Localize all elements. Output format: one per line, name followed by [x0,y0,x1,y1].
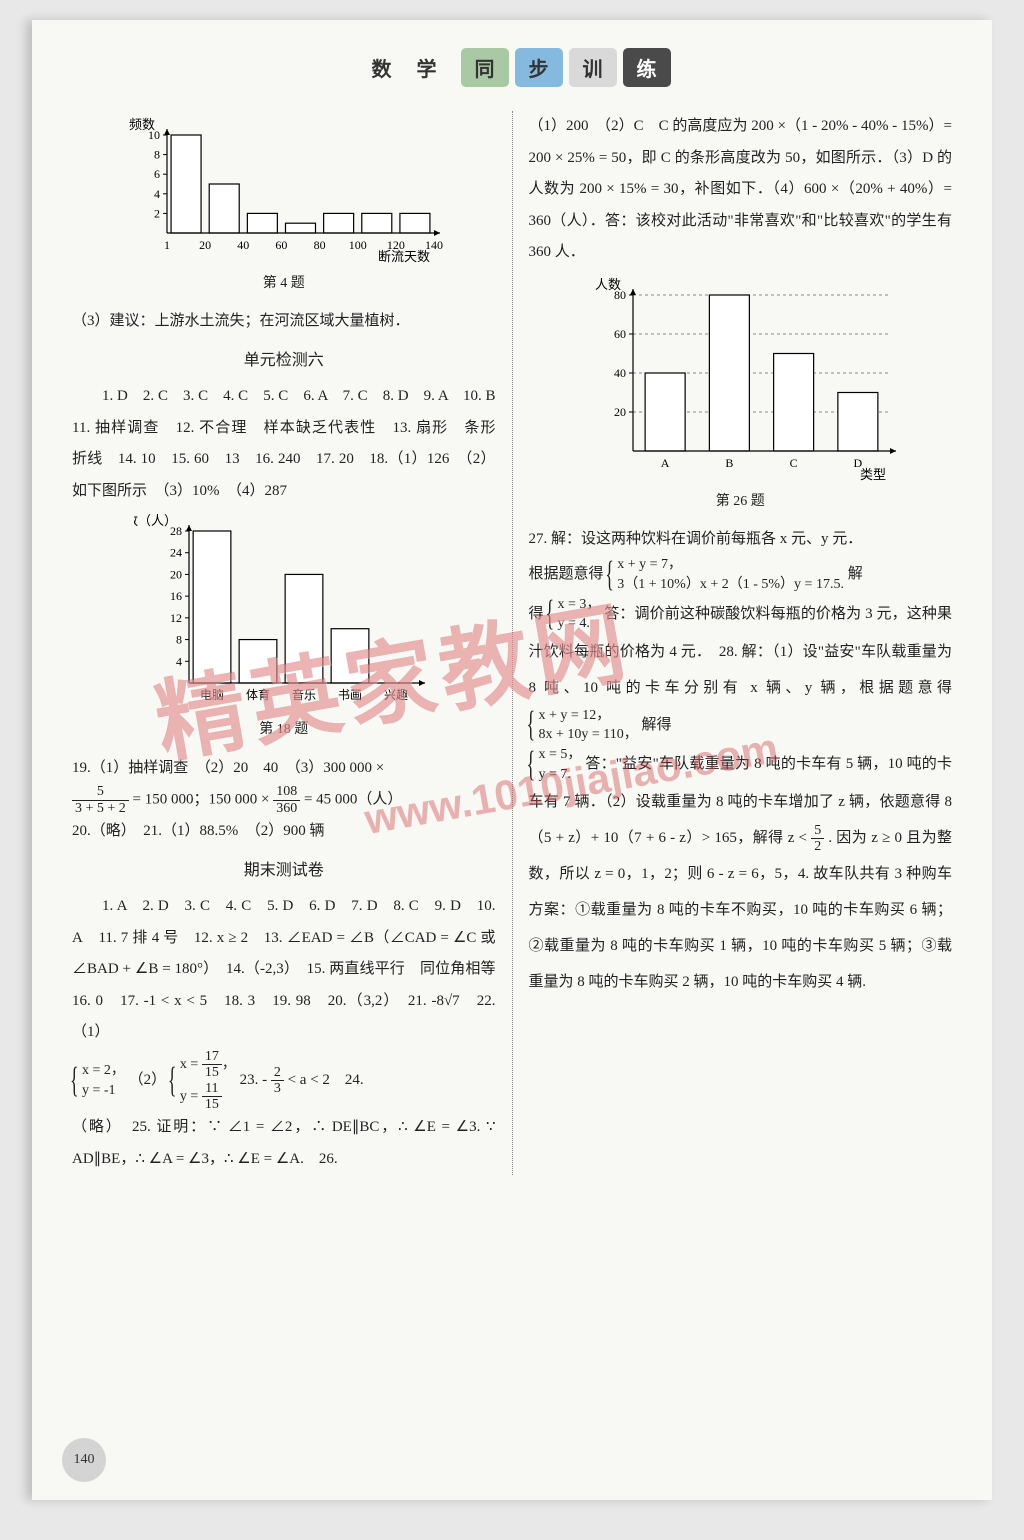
system-4: x = 3，y = 4. [548,595,601,634]
fraction-4: 52 [811,823,824,855]
q19-c: = 45 000（人） [304,792,402,808]
page-header: 数 学 同 步 训 练 [72,48,952,87]
q23-a: 23. - [240,1072,268,1088]
svg-text:类型: 类型 [860,467,886,482]
q25-proof: （略） 25. 证明：∵ ∠1 = ∠2，∴ DE∥BC，∴ ∠E = ∠3. … [72,1112,496,1175]
svg-text:40: 40 [614,366,626,380]
fraction-1: 53 + 5 + 2 [72,784,129,816]
svg-text:20: 20 [199,238,211,252]
system-3: x + y = 7，3（1 + 10%）x + 2（1 - 5%）y = 17.… [607,555,844,594]
svg-text:80: 80 [313,238,325,252]
svg-text:4: 4 [154,187,160,201]
svg-text:12: 12 [170,611,182,625]
chart-q18-svg: 481216202428电脑体育音乐书画兴趣人数（人） [134,513,434,713]
q19-b: = 150 000；150 000 × [133,792,270,808]
q27-solve: 得 x = 3，y = 4. 答：调价前这种碳酸饮料每瓶的价格为 3 元，这种果… [529,595,953,745]
q28-sys6: x = 5，y = 7. 答："益安"车队载重量为 8 吨的卡车有 5 辆，10… [529,745,953,1000]
q27-sys-line: 根据题意得 x + y = 7，3（1 + 10%）x + 2（1 - 5%）y… [529,555,953,594]
svg-text:C: C [790,456,798,470]
chart-q26: 20406080ABCD人数类型 [529,275,953,485]
system-2: x = 1715， y = 1115 [170,1049,236,1113]
svg-text:20: 20 [170,568,182,582]
svg-text:人数: 人数 [595,277,621,292]
subject-label: 数 学 [354,48,455,87]
fraction-2: 108360 [273,784,300,816]
chart-q26-svg: 20406080ABCD人数类型 [575,275,905,485]
q27-e: 解得 [642,717,672,733]
svg-text:16: 16 [170,590,182,604]
chart-q4-caption: 第 4 题 [72,269,496,298]
q27-c: 得 [529,606,544,622]
page-number: 140 [62,1438,106,1482]
tab-tong: 同 [461,48,509,87]
svg-text:断流天数: 断流天数 [378,249,430,264]
svg-text:60: 60 [275,238,287,252]
svg-text:4: 4 [176,655,182,669]
content-columns: 246810120406080100120140频数断流天数 第 4 题 （3）… [72,111,952,1175]
svg-text:音乐: 音乐 [292,687,316,702]
tab-lian: 练 [623,48,671,87]
page: 数 学 同 步 训 练 246810120406080100120140频数断流… [32,20,992,1500]
svg-text:6: 6 [154,167,160,181]
svg-text:60: 60 [614,327,626,341]
q27-a: 根据题意得 [529,566,604,582]
unit6-answers: 1. D 2. C 3. C 4. C 5. C 6. A 7. C 8. D … [72,381,496,507]
svg-text:40: 40 [237,238,249,252]
unit-test-6-title: 单元检测六 [72,344,496,378]
chart-q4-svg: 246810120406080100120140频数断流天数 [119,117,449,267]
chart-q18: 481216202428电脑体育音乐书画兴趣人数（人） [72,513,496,713]
q28-tail: . 因为 z ≥ 0 且为整数，所以 z = 0，1，2；则 6 - z = 6… [529,830,953,990]
system-6: x = 5，y = 7. [529,745,582,784]
svg-text:书画: 书画 [338,688,362,702]
right-column: （1）200 （2）C C 的高度应为 200 ×（1 - 20% - 40% … [513,111,953,1175]
tab-bu: 步 [515,48,563,87]
svg-text:20: 20 [614,405,626,419]
svg-text:2: 2 [154,206,160,220]
left-column: 246810120406080100120140频数断流天数 第 4 题 （3）… [72,111,512,1175]
fraction-3: 23 [271,1065,284,1097]
q26-text: （1）200 （2）C C 的高度应为 200 ×（1 - 20% - 40% … [529,111,953,269]
svg-text:8: 8 [154,148,160,162]
svg-text:兴趣: 兴趣 [384,687,408,702]
svg-text:人数（人）: 人数（人） [134,513,177,528]
q19-line: 19.（1）抽样调查 （2）20 40 （3）300 000 × [72,753,496,785]
svg-text:B: B [726,456,734,470]
svg-text:1: 1 [164,238,170,252]
svg-text:频数: 频数 [129,117,155,132]
q23-b: < a < 2 24. [288,1072,364,1088]
chart-q26-caption: 第 26 题 [529,487,953,516]
final-exam-title: 期末测试卷 [72,854,496,888]
svg-text:24: 24 [170,546,182,560]
q19-calc: 53 + 5 + 2 = 150 000；150 000 × 108360 = … [72,784,496,816]
q20-21: 20.（略） 21.（1）88.5% （2）900 辆 [72,816,496,848]
chart-q18-caption: 第 18 题 [72,715,496,744]
system-1: x = 2，y = -1 [72,1061,125,1100]
svg-text:A: A [661,456,670,470]
final-answers: 1. A 2. D 3. C 4. C 5. D 6. D 7. D 8. C … [72,891,496,1049]
svg-text:体育: 体育 [246,687,270,702]
tab-xun: 训 [569,48,617,87]
header-tabs: 数 学 同 步 训 练 [354,48,671,87]
q27-intro: 27. 解：设这两种饮料在调价前每瓶各 x 元、y 元． [529,524,953,556]
svg-text:电脑: 电脑 [200,688,224,702]
q22-systems: x = 2，y = -1 （2） x = 1715， y = 1115 23. … [72,1049,496,1113]
q3-suggestion: （3）建议：上游水土流失；在河流区域大量植树． [72,306,496,338]
q19-a: 19.（1）抽样调查 （2）20 40 （3）300 000 × [72,760,384,776]
chart-q4: 246810120406080100120140频数断流天数 [72,117,496,267]
svg-text:8: 8 [176,633,182,647]
svg-text:100: 100 [348,238,366,252]
system-5: x + y = 12，8x + 10y = 110， [529,706,638,745]
q22-2-label: （2） [129,1072,167,1088]
q27-b: 解 [848,566,863,582]
